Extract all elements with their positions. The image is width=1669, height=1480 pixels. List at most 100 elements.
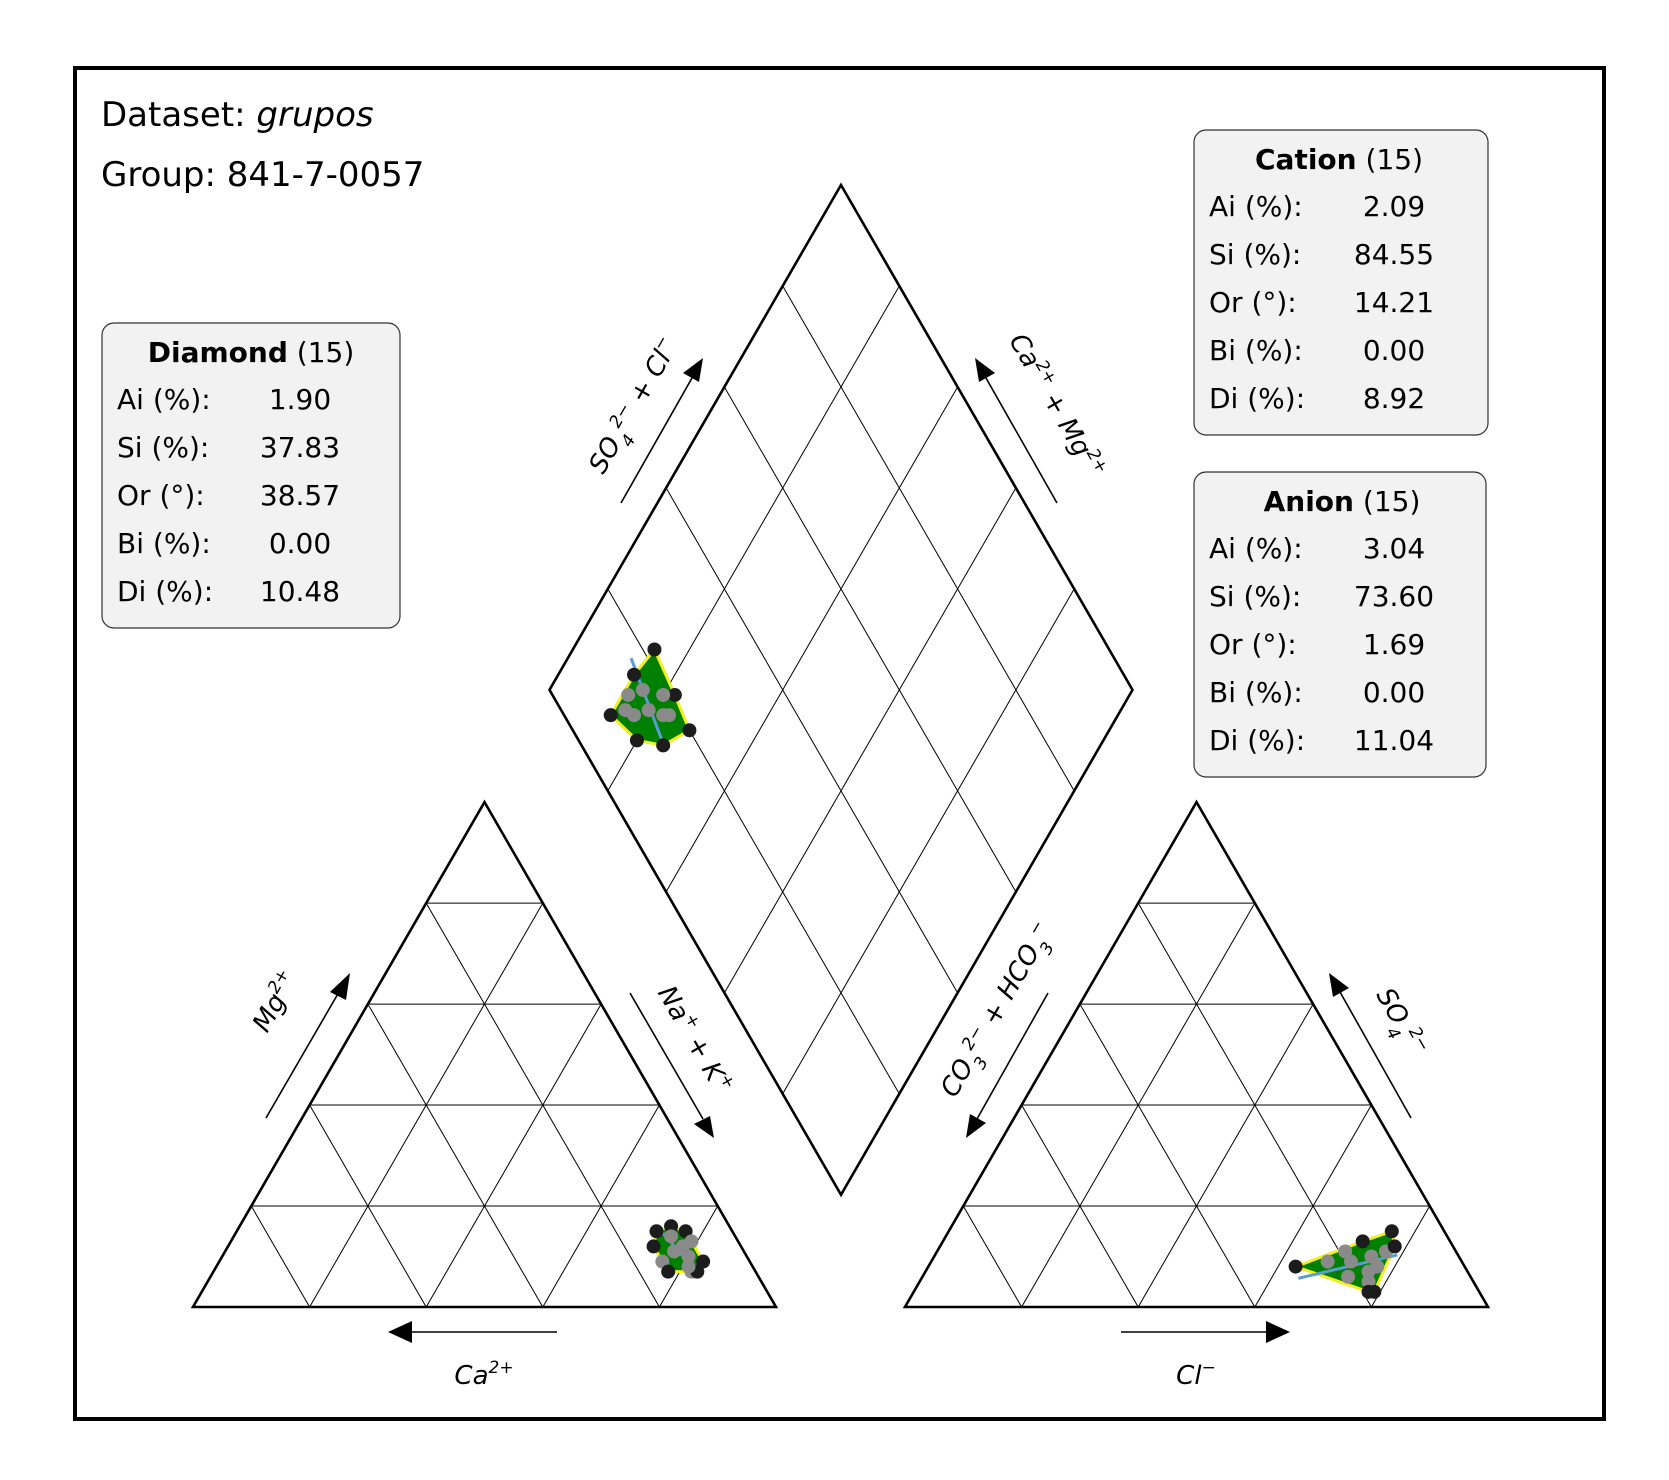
diamond-stat-label: Bi (%): — [117, 527, 211, 560]
anion-sample-point — [1338, 1244, 1353, 1259]
diamond-sample-point — [662, 708, 677, 723]
anion-stat-value: 3.04 — [1363, 532, 1425, 565]
anion-sample-point — [1355, 1234, 1370, 1249]
diamond-grid-a — [723, 487, 1017, 994]
cation-stat-label: Si (%): — [1209, 238, 1301, 271]
cation-grid-r — [425, 902, 660, 1308]
cation-bottom-axis: Ca2+ — [388, 1321, 557, 1391]
cation-sample-point — [681, 1259, 696, 1274]
anion-stats-count: (15) — [1363, 485, 1420, 518]
figure-frame — [73, 66, 1606, 1421]
diamond-sample-point — [667, 687, 682, 702]
cation-grid-l — [425, 1003, 602, 1308]
dataset-label: Dataset: — [101, 95, 256, 135]
cation-sample-point — [696, 1254, 711, 1269]
cation-sample-point — [666, 1244, 681, 1259]
diamond-sample-point — [627, 667, 642, 682]
anion-stat-value: 0.00 — [1363, 676, 1425, 709]
cation-stat-value: 14.21 — [1354, 286, 1434, 319]
anion-sample-point — [1387, 1239, 1402, 1254]
diamond-outline — [547, 182, 1135, 1198]
cation-left-axis: Mg2+ — [244, 965, 350, 1119]
cation-stat-value: 2.09 — [1363, 190, 1425, 223]
cation-stat-label: Or (°): — [1209, 286, 1297, 319]
anion-sample-point — [1384, 1224, 1399, 1239]
diamond-sample-point — [618, 703, 633, 718]
anion-stat-label: Ai (%): — [1209, 532, 1303, 565]
anion-stat-label: Di (%): — [1209, 724, 1305, 757]
diamond-sample-point — [621, 687, 636, 702]
diamond-grid-b — [782, 285, 1075, 792]
diamond-stat-label: Ai (%): — [117, 383, 211, 416]
cation-bottom-label: Ca2+ — [454, 1358, 513, 1391]
cation-sample-point — [684, 1234, 699, 1249]
anion-stat-label: Si (%): — [1209, 580, 1301, 613]
sample-points — [603, 642, 1402, 1299]
cation-stat-value: 8.92 — [1363, 382, 1425, 415]
anion-sample-point — [1370, 1259, 1385, 1274]
cation-stats-title: Cation — [1255, 143, 1357, 176]
diamond-stat-value: 0.00 — [269, 527, 331, 560]
anion-stat-label: Bi (%): — [1209, 676, 1303, 709]
diamond-sample-point — [656, 738, 671, 753]
anion-stat-value: 11.04 — [1354, 724, 1434, 757]
diamond-stats-count: (15) — [297, 336, 354, 369]
cation-triangle-outline — [190, 799, 779, 1309]
diamond-left-axis: SO42− + Cl− — [581, 332, 703, 504]
cation-sample-point — [664, 1229, 679, 1244]
diamond-sample-point — [629, 733, 644, 748]
svg-text:Anion (15): Anion (15) — [1264, 485, 1421, 518]
dataset-value: grupos — [256, 95, 373, 135]
anion-grid-r — [1021, 1104, 1139, 1308]
diamond-sample-point — [656, 687, 671, 702]
diamond-grid-a — [665, 386, 959, 893]
cation-stat-label: Bi (%): — [1209, 334, 1303, 367]
anion-grid-r — [1079, 1003, 1256, 1308]
diamond-sample-point — [641, 703, 656, 718]
cation-sample-point — [649, 1224, 664, 1239]
grid-lines — [250, 285, 1431, 1308]
cation-stats-box: Cation (15) Ai (%): 2.09 Si (%): 84.55 Or (°… — [1193, 129, 1489, 436]
anion-stat-value: 73.60 — [1354, 580, 1434, 613]
anion-right-axis: SO42− — [1329, 973, 1434, 1119]
anion-stats-box: Anion (15) Ai (%): 3.04 Si (%): 73.60 Or (°)… — [1193, 471, 1487, 778]
diamond-sample-point — [647, 642, 662, 657]
anion-grid-r — [1137, 902, 1372, 1308]
diamond-grid-b — [723, 386, 1017, 893]
diamond-sample-point — [635, 682, 650, 697]
cation-right-axis: Na+ + K+ — [629, 979, 739, 1138]
anion-stat-label: Or (°): — [1209, 628, 1297, 661]
anion-sample-point — [1367, 1284, 1382, 1299]
diamond-sample-point — [603, 708, 618, 723]
plot-outlines — [190, 182, 1491, 1309]
cation-left-label: Mg2+ — [244, 965, 305, 1037]
cation-grid-r — [250, 1205, 311, 1308]
svg-text:Diamond (15): Diamond (15) — [148, 336, 355, 369]
anion-sample-point — [1320, 1254, 1335, 1269]
cation-stat-value: 0.00 — [1363, 334, 1425, 367]
anion-grid-l — [1370, 1205, 1431, 1308]
cation-stat-label: Di (%): — [1209, 382, 1305, 415]
diamond-stat-label: Si (%): — [117, 431, 209, 464]
diamond-stat-value: 1.90 — [269, 383, 331, 416]
anion-sample-point — [1288, 1259, 1303, 1274]
group-line: Group: 841-7-0057 — [101, 155, 424, 195]
anion-stats-title: Anion — [1264, 485, 1354, 518]
anion-triangle-outline — [902, 799, 1491, 1309]
svg-text:Cation (15): Cation (15) — [1255, 143, 1423, 176]
diamond-sample-point — [682, 723, 697, 738]
cation-stat-label: Ai (%): — [1209, 190, 1303, 223]
anion-stat-value: 1.69 — [1363, 628, 1425, 661]
diamond-right-label: Ca2+ + Mg2+ — [1003, 327, 1112, 483]
cation-stat-value: 84.55 — [1354, 238, 1434, 271]
cation-stats-count: (15) — [1366, 143, 1423, 176]
cation-grid-r — [367, 1003, 544, 1308]
diamond-grid-b — [665, 487, 959, 994]
cation-sample-point — [646, 1239, 661, 1254]
anion-sample-point — [1341, 1269, 1356, 1284]
anion-grid-r — [962, 1205, 1023, 1308]
diamond-grid-a — [782, 588, 1075, 1095]
diamond-stat-label: Or (°): — [117, 479, 205, 512]
diamond-right-axis: Ca2+ + Mg2+ — [975, 327, 1112, 504]
